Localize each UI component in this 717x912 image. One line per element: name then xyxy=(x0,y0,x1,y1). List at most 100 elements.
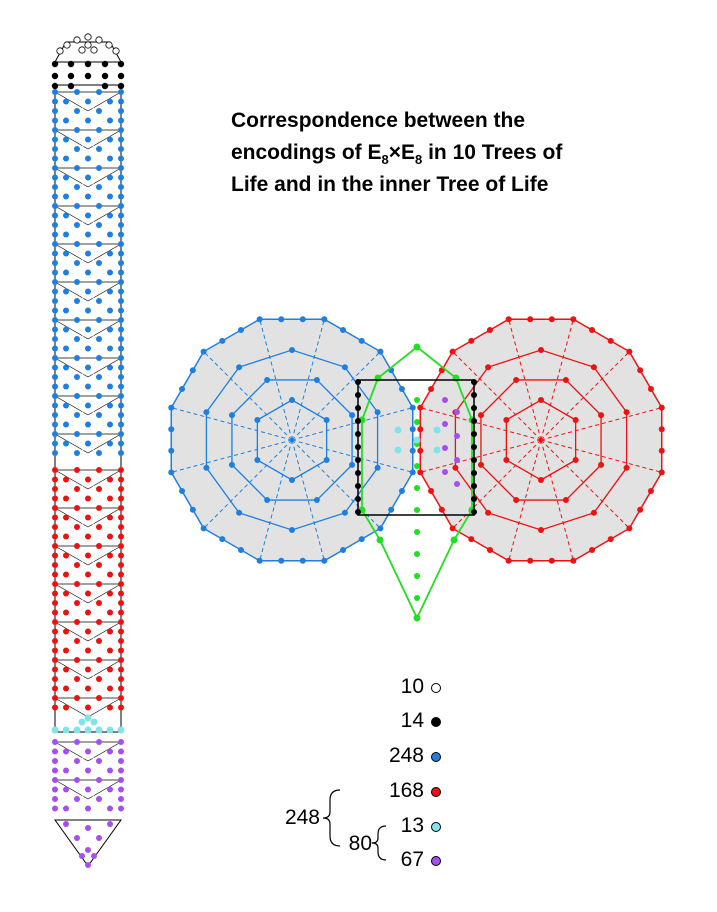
dot xyxy=(91,853,97,859)
dot xyxy=(63,805,69,812)
legend-count-blue: 248 xyxy=(388,744,424,767)
legend-dot-red xyxy=(431,787,441,797)
dot xyxy=(96,450,102,456)
ring xyxy=(81,180,95,194)
dot xyxy=(63,590,69,597)
dot xyxy=(485,364,492,371)
dot xyxy=(349,412,356,419)
dot xyxy=(468,337,475,344)
dot xyxy=(118,476,124,483)
dot xyxy=(63,748,69,755)
dot xyxy=(52,467,58,473)
dot xyxy=(85,307,91,314)
dot xyxy=(417,426,424,433)
dot xyxy=(118,317,124,323)
dot xyxy=(85,767,91,774)
dot xyxy=(51,72,59,80)
dot xyxy=(118,374,124,380)
dot xyxy=(63,495,69,502)
dot xyxy=(74,796,80,802)
dot xyxy=(118,590,124,597)
dot xyxy=(107,552,113,559)
dot xyxy=(85,748,91,755)
dot xyxy=(96,336,102,342)
dot xyxy=(394,426,402,434)
dot xyxy=(118,231,124,238)
dot xyxy=(85,326,91,333)
dot xyxy=(189,506,196,513)
dot xyxy=(74,676,80,682)
legend-braces xyxy=(322,789,387,861)
dot xyxy=(96,241,102,247)
dot xyxy=(85,552,91,559)
dot xyxy=(96,279,102,285)
dot xyxy=(179,385,186,392)
dot xyxy=(63,821,69,827)
dot xyxy=(52,533,58,540)
dot xyxy=(96,412,102,418)
dot xyxy=(107,514,113,521)
dot xyxy=(74,317,80,323)
dot xyxy=(63,117,69,124)
dot xyxy=(63,666,69,673)
dot xyxy=(118,98,124,105)
dot xyxy=(358,536,365,543)
dot xyxy=(107,748,113,755)
dot xyxy=(74,412,80,418)
dot xyxy=(107,383,113,390)
dot xyxy=(52,193,58,200)
dot xyxy=(52,796,58,802)
dot xyxy=(52,98,58,105)
dot xyxy=(471,392,477,398)
dot xyxy=(118,619,124,625)
dot xyxy=(63,307,69,314)
dot xyxy=(63,647,69,654)
dot xyxy=(278,316,285,323)
dot xyxy=(95,726,103,734)
dot xyxy=(74,758,80,764)
dot xyxy=(414,529,420,535)
dot xyxy=(52,412,58,418)
dot xyxy=(118,600,124,606)
dot xyxy=(85,514,91,521)
dot xyxy=(96,127,102,133)
dot xyxy=(414,507,420,513)
dot xyxy=(118,269,124,276)
dot xyxy=(74,260,80,266)
dot xyxy=(598,461,605,468)
dot xyxy=(52,514,58,521)
dot xyxy=(118,685,124,692)
ring xyxy=(81,634,95,648)
dot xyxy=(355,405,361,411)
dot xyxy=(84,33,92,41)
dot xyxy=(118,89,124,95)
dot xyxy=(96,467,102,473)
dot xyxy=(52,777,58,783)
dot xyxy=(63,174,69,181)
dot xyxy=(63,326,69,333)
dot xyxy=(74,241,80,247)
dot xyxy=(52,552,58,559)
dot xyxy=(52,364,58,371)
dot xyxy=(96,796,102,802)
dot xyxy=(471,444,477,450)
dot xyxy=(85,666,91,673)
dot xyxy=(118,495,124,502)
dot xyxy=(52,571,58,578)
dot xyxy=(52,440,58,447)
dot xyxy=(118,136,124,143)
dot xyxy=(52,383,58,390)
dot xyxy=(63,402,69,409)
dot xyxy=(289,527,295,533)
dot xyxy=(74,393,80,399)
dot xyxy=(85,421,91,428)
ring xyxy=(81,218,95,232)
dot xyxy=(101,72,109,80)
dot xyxy=(433,426,441,434)
dot xyxy=(118,250,124,257)
dot xyxy=(96,739,102,745)
dot xyxy=(442,421,448,427)
dot xyxy=(63,767,69,774)
dot xyxy=(52,590,58,597)
dot xyxy=(96,184,102,190)
